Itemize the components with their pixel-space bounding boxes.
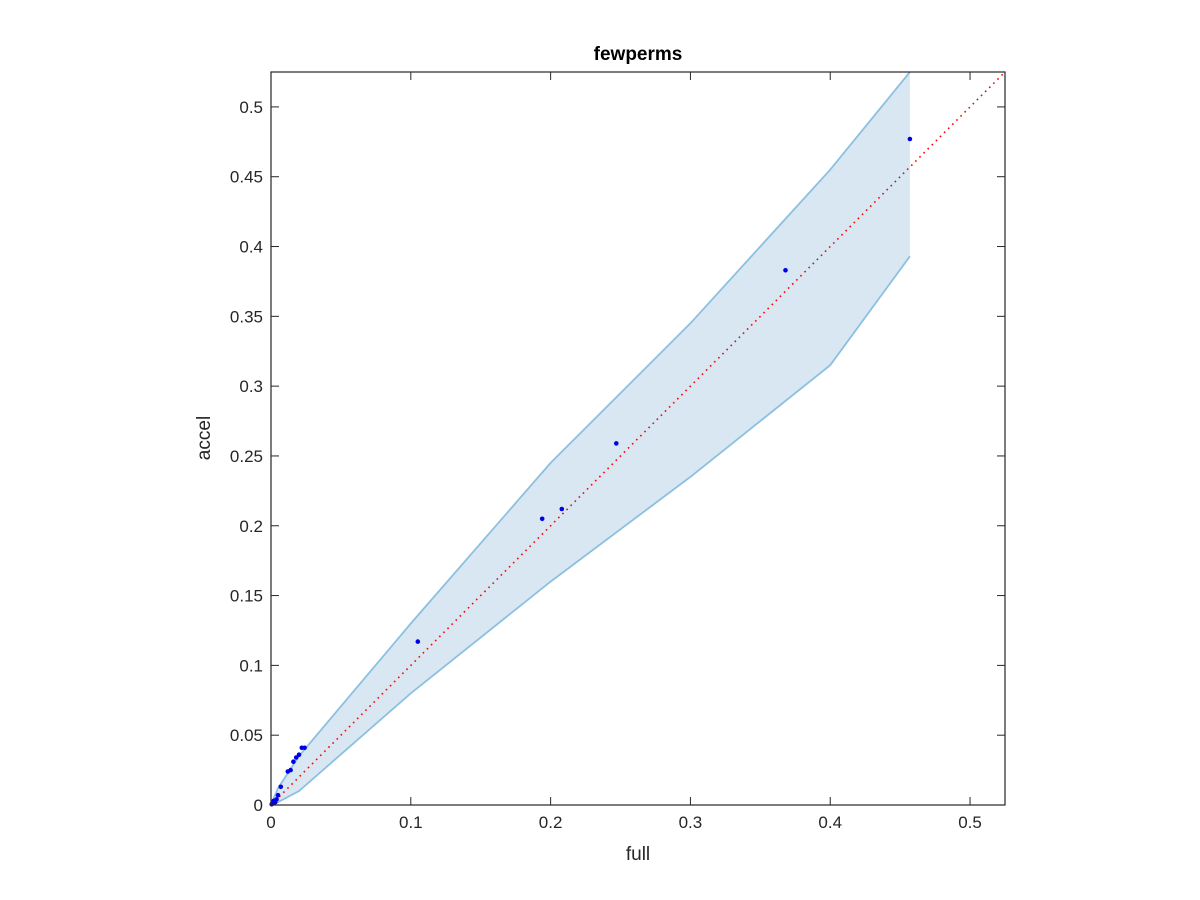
data-point xyxy=(278,784,284,790)
y-tick-label: 0.15 xyxy=(230,587,263,606)
data-point xyxy=(293,755,299,760)
data-point xyxy=(539,516,545,522)
data-point xyxy=(288,767,293,773)
y-tick-label: 0.45 xyxy=(230,168,263,187)
reference-line-layer xyxy=(270,71,1006,806)
chart-title: fewperms xyxy=(594,44,683,65)
data-point xyxy=(274,797,279,802)
y-axis-title: accel xyxy=(194,416,215,460)
y-tick-label: 0.2 xyxy=(239,517,263,536)
data-point xyxy=(614,441,619,446)
data-point xyxy=(296,752,302,757)
data-point xyxy=(291,759,296,764)
y-tick-label: 0.05 xyxy=(230,726,263,745)
ticks-layer: 0 0.1 0.2 0.3 0.4 0.5 0 0.05 0.1 0.15 0.2 0.25 0.3 0.… xyxy=(230,72,1005,832)
y-tick-label: 0.25 xyxy=(230,447,263,466)
axes-layer xyxy=(270,71,1006,806)
y-tick-label: 0 xyxy=(254,796,263,815)
x-tick-label: 0.4 xyxy=(818,813,842,832)
confidence-band-layer xyxy=(270,71,911,806)
x-tick-label: 0.5 xyxy=(958,813,982,832)
y-tick-label: 0.5 xyxy=(239,98,263,117)
y-tick-label: 0.35 xyxy=(230,307,263,326)
confidence-band-upper-edge xyxy=(270,71,911,806)
confidence-band-fill xyxy=(271,72,910,805)
data-point xyxy=(907,136,913,142)
y-tick-label: 0.4 xyxy=(239,238,263,257)
y-tick-label: 0.1 xyxy=(239,656,263,675)
data-point xyxy=(302,745,307,751)
reference-diagonal-line xyxy=(270,71,1006,806)
y-tick-label: 0.3 xyxy=(239,377,263,396)
data-point xyxy=(783,268,788,273)
x-tick-label: 0.2 xyxy=(539,813,563,832)
plot-area-frame xyxy=(270,71,1006,806)
confidence-band-lower-edge xyxy=(270,255,911,806)
x-axis-title: full xyxy=(626,844,650,865)
data-point xyxy=(559,506,565,512)
data-point xyxy=(415,639,421,644)
x-tick-label: 0 xyxy=(266,813,275,832)
x-tick-label: 0.3 xyxy=(679,813,703,832)
data-point xyxy=(275,792,281,798)
x-tick-label: 0.1 xyxy=(399,813,423,832)
